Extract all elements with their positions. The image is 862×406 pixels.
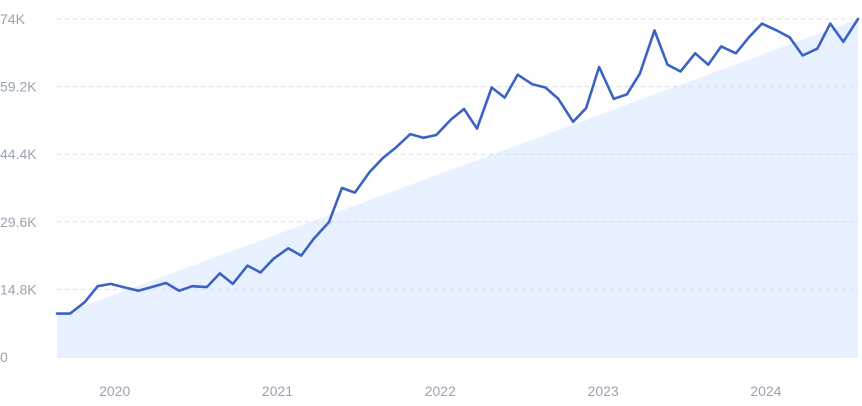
trend-area-layer [57,19,858,357]
y-tick-label: 44.4K [0,146,37,162]
x-tick-label: 2021 [262,383,293,399]
y-tick-label: 0 [0,349,8,365]
y-tick-label: 59.2K [0,79,37,95]
gridlines [57,18,858,358]
x-tick-label: 2020 [99,383,130,399]
trend-area [57,19,858,357]
x-tick-label: 2023 [588,383,619,399]
y-tick-label: 29.6K [0,214,37,230]
series-layer [55,17,860,315]
series-line [55,17,860,315]
x-tick-label: 2024 [750,383,781,399]
y-axis-tick-labels: 0 14.8K 29.6K 44.4K 59.2K 74K [0,11,37,365]
x-tick-label: 2022 [425,383,456,399]
x-axis-tick-labels: 2020 2021 2022 2023 2024 [99,383,782,399]
y-tick-label: 14.8K [0,281,37,297]
y-tick-label: 74K [0,11,26,27]
